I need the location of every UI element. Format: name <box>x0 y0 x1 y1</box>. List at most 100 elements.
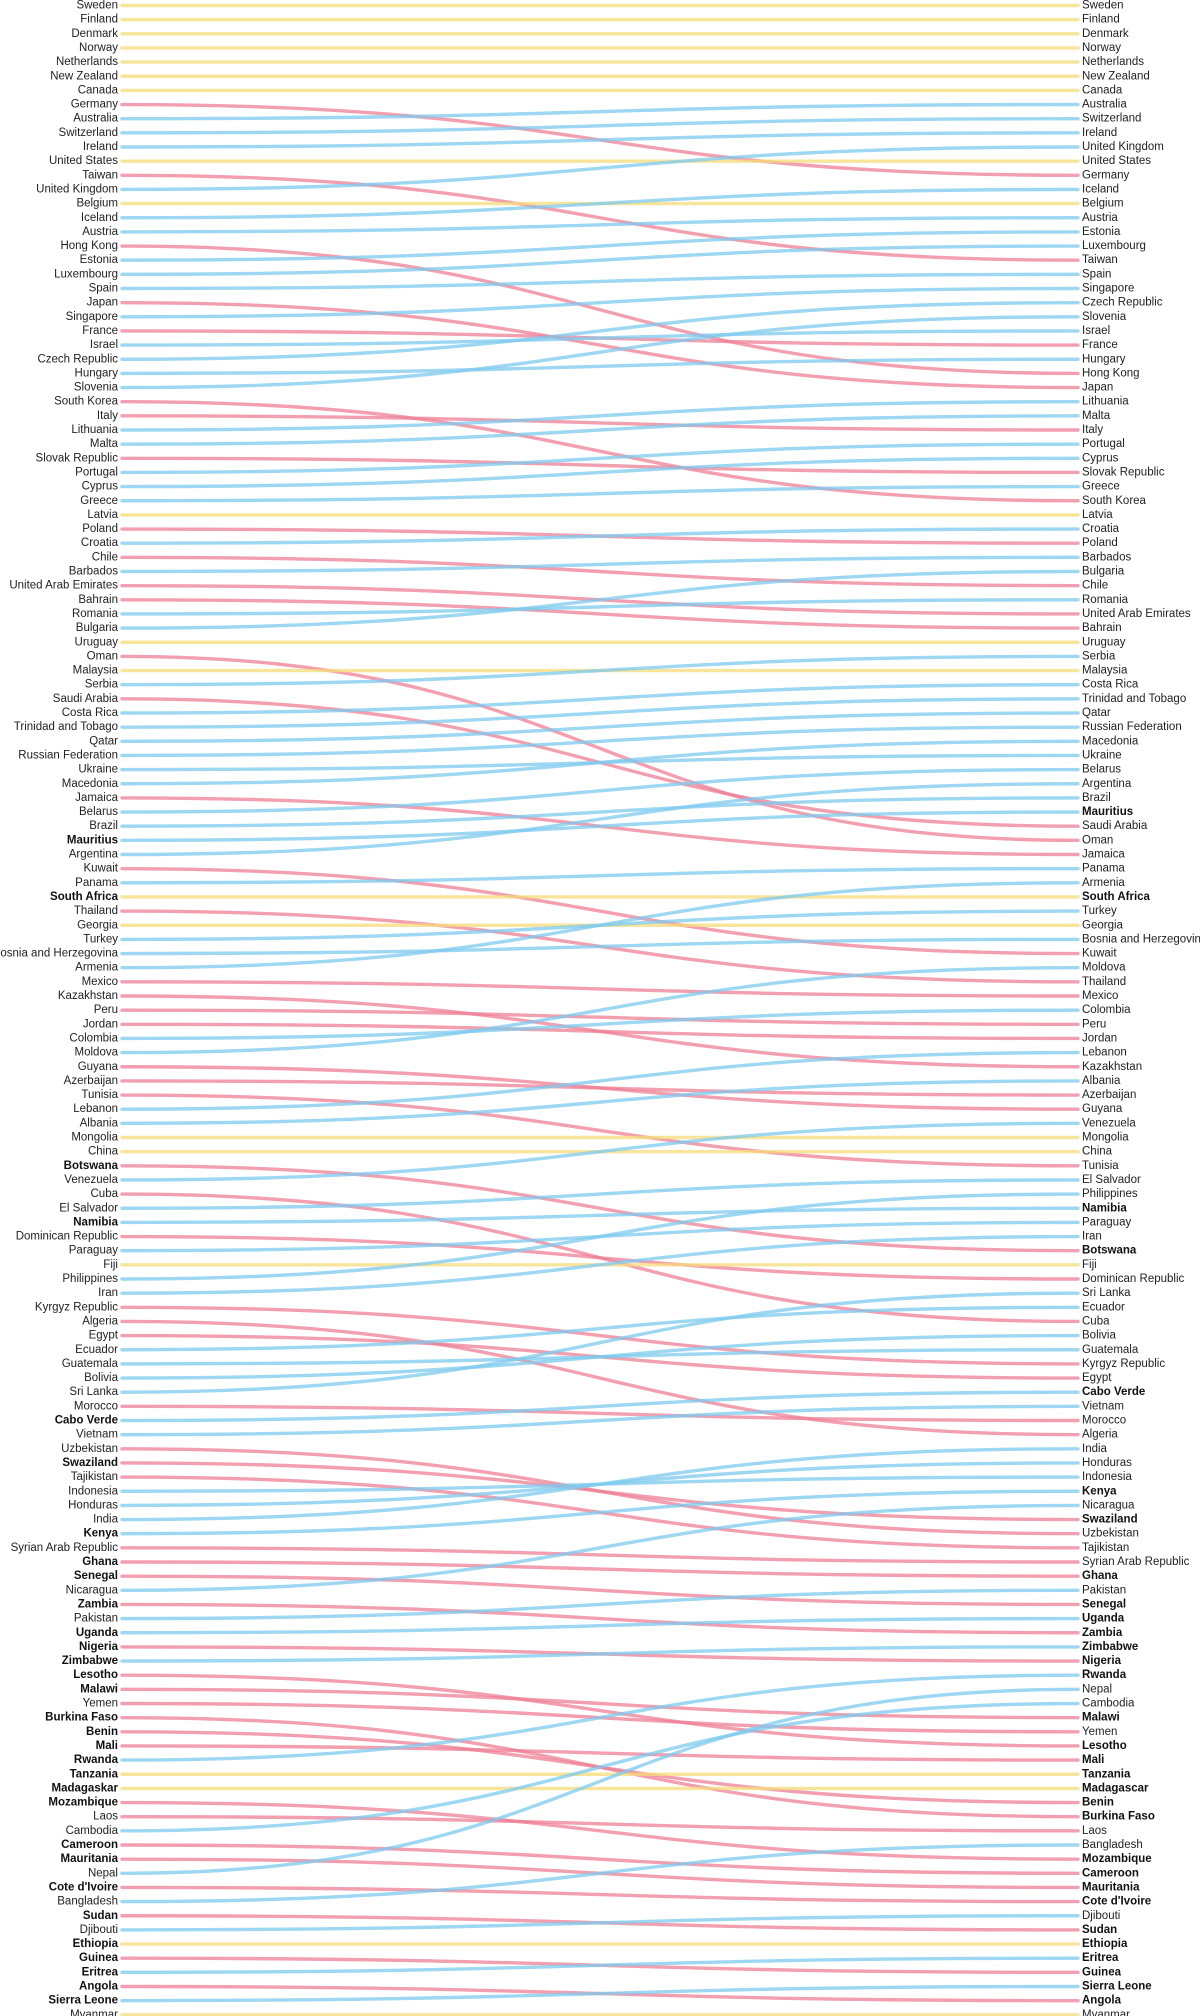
link-hungary <box>120 357 1080 376</box>
right-label-mali: Mali <box>1082 1754 1104 1766</box>
left-label-brazil: Brazil <box>89 820 118 832</box>
link-portugal <box>120 442 1080 475</box>
right-label-uzbekistan: Uzbekistan <box>1082 1528 1139 1540</box>
right-label-united-states: United States <box>1082 155 1151 167</box>
right-label-austria: Austria <box>1082 212 1118 224</box>
link-ecuador <box>120 1305 1080 1352</box>
left-label-turkey: Turkey <box>83 933 118 945</box>
left-label-united-kingdom: United Kingdom <box>36 183 118 195</box>
left-label-egypt: Egypt <box>89 1330 119 1342</box>
right-label-hungary: Hungary <box>1082 353 1126 365</box>
right-label-turkey: Turkey <box>1082 905 1117 917</box>
left-label-eritrea: Eritrea <box>82 1966 119 1978</box>
link-slovenia <box>120 315 1080 390</box>
left-label-ireland: Ireland <box>83 141 118 153</box>
left-label-romania: Romania <box>72 608 119 620</box>
left-label-paraguay: Paraguay <box>69 1245 118 1257</box>
right-label-ireland: Ireland <box>1082 127 1117 139</box>
right-label-guyana: Guyana <box>1082 1103 1123 1115</box>
link-rwanda <box>120 1673 1080 1762</box>
right-label-ecuador: Ecuador <box>1082 1301 1125 1313</box>
link-dominican-republic <box>120 1234 1080 1281</box>
left-label-mongolia: Mongolia <box>71 1132 118 1144</box>
link-vietnam <box>120 1404 1080 1437</box>
right-label-armenia: Armenia <box>1082 877 1125 889</box>
right-label-ethiopia: Ethiopia <box>1082 1938 1128 1950</box>
right-label-australia: Australia <box>1082 99 1127 111</box>
right-label-kazakhstan: Kazakhstan <box>1082 1061 1142 1073</box>
left-label-georgia: Georgia <box>77 919 119 931</box>
left-label-lithuania: Lithuania <box>71 424 118 436</box>
link-serbia <box>120 654 1080 687</box>
right-label-canada: Canada <box>1082 84 1123 96</box>
right-label-tajikistan: Tajikistan <box>1082 1542 1129 1554</box>
left-label-iran: Iran <box>98 1287 118 1299</box>
left-label-lesotho: Lesotho <box>73 1669 118 1681</box>
link-uganda <box>120 1616 1080 1635</box>
left-label-nepal: Nepal <box>88 1867 118 1879</box>
link-ghana <box>120 1560 1080 1578</box>
right-labels: Sweden Finland Denmark Norway Netherlands New… <box>1082 0 1200 2016</box>
right-label-poland: Poland <box>1082 537 1118 549</box>
right-label-thailand: Thailand <box>1082 976 1126 988</box>
right-label-macedonia: Macedonia <box>1082 735 1139 747</box>
right-label-argentina: Argentina <box>1082 778 1132 790</box>
left-label-united-states: United States <box>49 155 118 167</box>
left-label-mauritius: Mauritius <box>67 834 118 846</box>
left-label-albania: Albania <box>80 1117 119 1129</box>
right-label-philippines: Philippines <box>1082 1188 1138 1200</box>
left-label-chile: Chile <box>92 551 118 563</box>
left-label-yemen: Yemen <box>83 1698 118 1710</box>
left-label-jamaica: Jamaica <box>75 792 118 804</box>
right-label-italy: Italy <box>1082 424 1103 436</box>
left-label-sweden: Sweden <box>76 0 118 12</box>
left-label-australia: Australia <box>73 113 118 125</box>
left-label-rwanda: Rwanda <box>74 1754 119 1766</box>
left-label-greece: Greece <box>80 495 118 507</box>
right-label-botswana: Botswana <box>1082 1245 1137 1257</box>
left-label-cote-d-ivoire: Cote d'Ivoire <box>49 1881 118 1893</box>
link-sri-lanka <box>120 1291 1080 1394</box>
link-namibia <box>120 1206 1080 1225</box>
right-label-tanzania: Tanzania <box>1082 1768 1131 1780</box>
right-label-china: China <box>1082 1146 1113 1158</box>
link-sierra-leone <box>120 1984 1080 2003</box>
right-label-iceland: Iceland <box>1082 183 1119 195</box>
link-brazil <box>120 796 1080 828</box>
link-barbados <box>120 555 1080 574</box>
left-label-cambodia: Cambodia <box>66 1825 119 1837</box>
right-label-eritrea: Eritrea <box>1082 1952 1119 1964</box>
link-venezuela <box>120 1121 1080 1182</box>
link-estonia <box>120 230 1080 262</box>
right-label-senegal: Senegal <box>1082 1598 1126 1610</box>
left-label-finland: Finland <box>80 14 118 26</box>
link-chile <box>120 555 1080 588</box>
link-pakistan <box>120 1588 1080 1621</box>
right-label-france: France <box>1082 339 1118 351</box>
left-label-laos: Laos <box>93 1811 118 1823</box>
right-label-egypt: Egypt <box>1082 1372 1112 1384</box>
link-nepal <box>120 1687 1080 1875</box>
link-malawi <box>120 1687 1080 1720</box>
link-south-korea <box>120 400 1080 503</box>
left-label-germany: Germany <box>71 99 119 111</box>
right-label-benin: Benin <box>1082 1797 1114 1809</box>
link-greece <box>120 484 1080 503</box>
link-nicaragua <box>120 1503 1080 1592</box>
right-label-namibia: Namibia <box>1082 1202 1127 1214</box>
left-label-bolivia: Bolivia <box>84 1372 118 1384</box>
right-label-mexico: Mexico <box>1082 990 1118 1002</box>
link-cote-d-ivoire <box>120 1885 1080 1904</box>
right-label-uruguay: Uruguay <box>1082 636 1126 648</box>
left-label-botswana: Botswana <box>64 1160 119 1172</box>
left-label-myanmar: Myanmar <box>70 2009 118 2016</box>
right-label-lithuania: Lithuania <box>1082 396 1129 408</box>
right-label-qatar: Qatar <box>1082 707 1111 719</box>
right-label-vietnam: Vietnam <box>1082 1400 1124 1412</box>
link-panama <box>120 866 1080 885</box>
right-label-tunisia: Tunisia <box>1082 1160 1119 1172</box>
link-lebanon <box>120 1050 1080 1111</box>
link-azerbaijan <box>120 1079 1080 1097</box>
left-label-el-salvador: El Salvador <box>59 1202 118 1214</box>
left-label-oman: Oman <box>87 650 118 662</box>
